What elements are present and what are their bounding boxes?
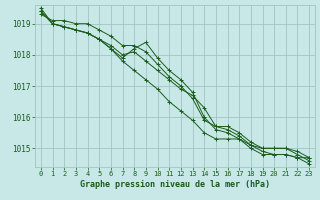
X-axis label: Graphe pression niveau de la mer (hPa): Graphe pression niveau de la mer (hPa): [80, 180, 270, 189]
